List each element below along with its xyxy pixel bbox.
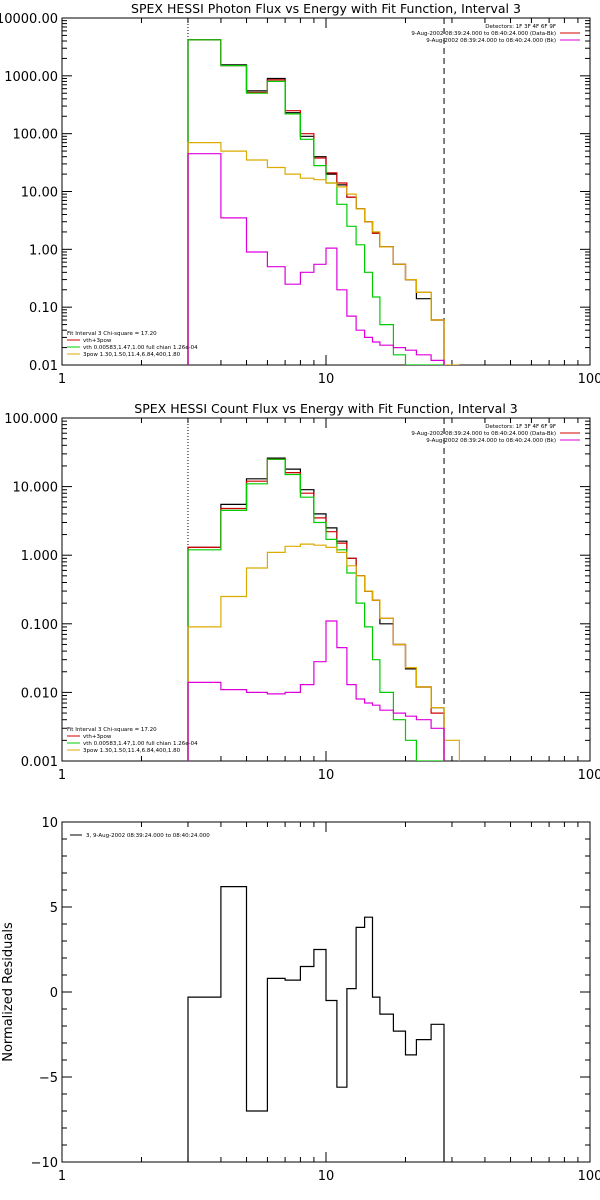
fit-legend-label: 3pow 1.30,1.50,11.4,6.84,400,1.80	[83, 352, 181, 358]
chart-panel-1: SPEX HESSI Photon Flux vs Energy with Fi…	[0, 1, 600, 387]
x-tick-label: 10	[318, 768, 335, 783]
y-tick-label: 0.001	[21, 755, 58, 770]
y-tick-label: 1.000	[21, 549, 58, 564]
chart-title: SPEX HESSI Photon Flux vs Energy with Fi…	[131, 1, 521, 16]
plot-frame	[61, 17, 591, 366]
x-tick-label: 1	[58, 768, 66, 783]
y-tick-label: 0	[50, 986, 58, 1001]
y-axis-label: Normalized Residuals	[1, 922, 16, 1062]
series-line-1	[187, 886, 445, 1162]
x-tick-label: 1	[58, 1169, 66, 1184]
fit-legend-label: vth 0.00583,1.47,1.00 full chian 1.26e-0…	[83, 345, 198, 351]
x-tick-label: 100	[578, 768, 600, 783]
series-group	[187, 39, 460, 365]
residual-legend-label: 3, 9-Aug-2002 08:39:24.000 to 08:40:24.0…	[86, 833, 210, 839]
y-tick-label: −5	[39, 1071, 58, 1086]
x-tick-label: 10	[318, 1169, 335, 1184]
series-line-1	[187, 39, 445, 365]
info-line: Detectors: 1F 3F 4F 6F 9F	[485, 424, 556, 430]
fit-legend-label: vth+3pow	[83, 734, 112, 740]
series-line-5	[187, 620, 445, 761]
info-line: 9-Aug-2002 08:39:24.000 to 08:40:24.000 …	[411, 431, 556, 437]
chart-panel-2: SPEX HESSI Count Flux vs Energy with Fit…	[4, 401, 600, 783]
plot-frame	[61, 417, 591, 762]
fit-legend-label: 3pow 1.30,1.50,11.4,6.84,400,1.80	[83, 748, 181, 754]
chart-title: SPEX HESSI Count Flux vs Energy with Fit…	[134, 401, 517, 416]
fit-legend-label: vth 0.00583,1.47,1.00 full chian 1.26e-0…	[83, 741, 198, 747]
y-tick-label: 0.10	[29, 301, 58, 316]
y-tick-label: −10	[31, 1156, 58, 1171]
x-tick-label: 100	[578, 1169, 600, 1184]
info-line: 9-Aug-2002 08:39:24.000 to 08:40:24.000 …	[411, 31, 556, 37]
info-line: 9-Aug-2002 08:39:24.000 to 08:40:24.000 …	[426, 438, 556, 444]
y-tick-label: 100.00	[13, 128, 59, 143]
y-tick-label: 1.00	[29, 243, 58, 258]
chart-panel-3: 1 10 100 −10 −5 0 5 10 Normalized Residuals 3, 9-…	[1, 816, 600, 1184]
fit-legend-title: Fit Interval 3 Chi-square = 17.20	[67, 331, 157, 337]
series-line-4	[187, 142, 460, 365]
y-tick-label: 10	[41, 816, 58, 831]
y-tick-label: 10.00	[21, 186, 58, 201]
y-tick-label: 10000.00	[0, 12, 58, 27]
y-tick-label: 10.000	[13, 481, 59, 496]
y-tick-label: 100.000	[4, 412, 58, 427]
y-tick-label: 0.010	[21, 686, 58, 701]
series-line-3	[187, 458, 444, 761]
y-tick-label: 1000.00	[4, 70, 58, 85]
info-line: 9-Aug-2002 08:39:24.000 to 08:40:24.000 …	[426, 38, 556, 44]
series-group	[187, 886, 445, 1162]
x-tick-label: 10	[318, 372, 335, 387]
series-line-5	[187, 153, 445, 365]
fit-legend-label: vth+3pow	[83, 338, 112, 344]
fit-legend-title: Fit Interval 3 Chi-square = 17.20	[67, 727, 157, 733]
y-tick-label: 0.100	[21, 618, 58, 633]
series-group	[187, 457, 460, 761]
series-line-3	[187, 39, 444, 365]
info-line: Detectors: 1F 3F 4F 6F 9F	[485, 24, 556, 30]
series-line-4	[187, 543, 460, 761]
y-tick-label: 5	[50, 901, 58, 916]
x-tick-label: 100	[578, 372, 600, 387]
y-tick-label: 0.01	[29, 359, 58, 374]
series-line-2	[187, 39, 445, 365]
x-tick-label: 1	[58, 372, 66, 387]
